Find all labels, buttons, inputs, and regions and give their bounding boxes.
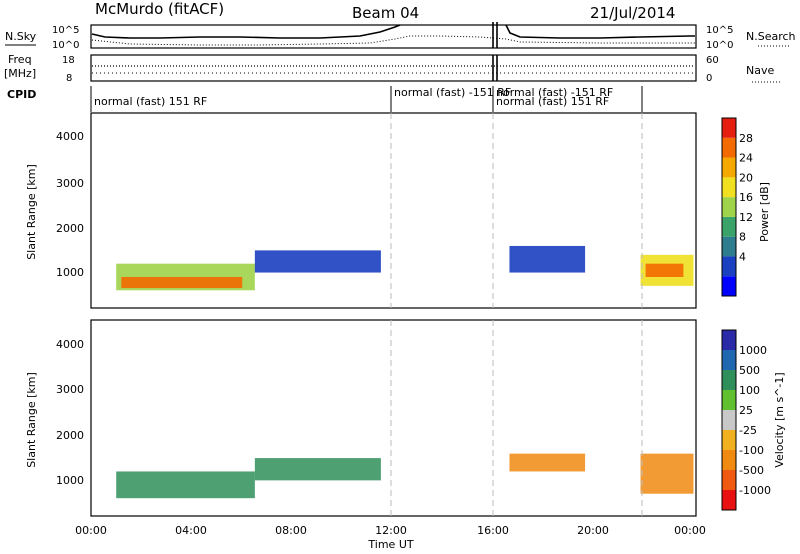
velocity-echoes	[116, 453, 694, 499]
xtick-8: 08:00	[275, 524, 307, 537]
cpid-label: CPID	[7, 88, 36, 101]
power-echo-region-3	[509, 245, 586, 273]
xtick-0: 00:00	[75, 524, 107, 537]
freq-left-tick-top: 18	[62, 55, 75, 66]
freq-left-label: Freq	[8, 53, 32, 66]
xtick-20: 20:00	[577, 524, 609, 537]
power-colorbar-tick-5: 8	[739, 231, 746, 244]
velocity-colorbar-label: Velocity [m s^-1]	[773, 372, 786, 467]
power-ytick-1000: 1000	[56, 266, 84, 279]
search-noise-line	[91, 35, 695, 46]
velocity-echo-region-1	[254, 458, 381, 481]
beam-title: Beam 04	[352, 4, 419, 22]
noise-frame	[90, 24, 697, 49]
noise-right-tick-bottom: 10^0	[706, 40, 733, 51]
power-echo-region-2	[254, 250, 381, 273]
velocity-colorbar-swatch-0	[722, 490, 736, 510]
xtick-12: 12:00	[375, 524, 407, 537]
noise-left-label: N.Sky	[5, 30, 37, 43]
power-colorbar-swatch-0	[722, 276, 736, 296]
velocity-echo-region-0	[116, 471, 255, 499]
freq-panel: Freq [MHz] 18 8 60 0 Nave	[4, 53, 780, 84]
power-colorbar-swatch-6	[722, 157, 736, 178]
cpid-segment-1: normal (fast) 151 RF	[94, 95, 207, 108]
power-colorbar-swatch-2	[722, 236, 736, 257]
station-title: McMurdo (fitACF)	[95, 0, 224, 18]
date-title: 21/Jul/2014	[590, 4, 675, 22]
power-colorbar-tick-4: 12	[739, 211, 753, 224]
power-echoes	[116, 245, 694, 291]
velocity-colorbar-tick-3: 25	[739, 404, 753, 417]
noise-right-label: N.Search	[746, 30, 796, 43]
power-ylabel: Slant Range [km]	[25, 164, 38, 260]
velocity-colorbar-tick-1: 500	[739, 364, 760, 377]
velocity-echo-region-2	[509, 453, 586, 472]
power-colorbar-tick-1: 24	[739, 152, 753, 165]
x-axis: 00:00 04:00 08:00 12:00 16:00 20:00 00:0…	[75, 524, 706, 551]
velocity-colorbar: 1000 500 100 25 -25 -100 -500 -1000	[721, 329, 771, 511]
xtick-24: 00:00	[674, 524, 706, 537]
velocity-colorbar-swatch-4	[722, 410, 736, 430]
power-colorbar-swatch-3	[722, 216, 736, 237]
cpid-segment-3: normal (fast) 151 RF	[496, 95, 609, 108]
velocity-colorbar-tick-5: -100	[739, 444, 764, 457]
velocity-colorbar-tick-6: -500	[739, 464, 764, 477]
velocity-echo-region-3	[640, 453, 694, 494]
sky-noise-line	[91, 24, 695, 39]
freq-right-tick-top: 60	[706, 55, 719, 66]
xtick-16: 16:00	[477, 524, 509, 537]
power-echo-region-1	[121, 276, 243, 289]
power-colorbar-swatch-8	[722, 118, 736, 138]
xtick-4: 04:00	[175, 524, 207, 537]
velocity-colorbar-swatch-5	[722, 390, 736, 410]
power-ytick-4000: 4000	[56, 130, 84, 143]
velocity-colorbar-swatch-8	[722, 330, 736, 350]
noise-right-tick-top: 10^5	[706, 25, 733, 36]
velocity-ytick-1000: 1000	[56, 474, 84, 487]
power-colorbar-swatch-1	[722, 256, 736, 277]
velocity-ytick-2000: 2000	[56, 429, 84, 442]
freq-right-tick-bottom: 0	[706, 73, 712, 84]
cpid-row: CPID normal (fast) 151 RF normal (fast) …	[7, 86, 643, 112]
power-colorbar-tick-0: 28	[739, 132, 753, 145]
power-colorbar-swatch-5	[722, 177, 736, 198]
velocity-colorbar-frame	[721, 329, 737, 511]
velocity-ytick-3000: 3000	[56, 383, 84, 396]
freq-left-unit: [MHz]	[4, 67, 36, 80]
power-colorbar-label: Power [dB]	[758, 182, 771, 242]
power-colorbar-tick-2: 20	[739, 171, 753, 184]
velocity-colorbar-swatch-6	[722, 370, 736, 390]
power-colorbar-swatch-4	[722, 197, 736, 217]
velocity-panel: 4000 3000 2000 1000 Slant Range [km] 100…	[25, 319, 786, 517]
velocity-colorbar-swatch-3	[722, 430, 736, 450]
freq-left-tick-bottom: 8	[66, 73, 72, 84]
power-colorbar-tick-6: 4	[739, 250, 746, 263]
power-colorbar-swatch-7	[722, 137, 736, 158]
velocity-colorbar-swatch-7	[722, 350, 736, 370]
power-colorbar: 28 24 20 16 12 8 4	[721, 117, 753, 297]
velocity-ylabel: Slant Range [km]	[25, 372, 38, 468]
power-panel: 4000 3000 2000 1000 Slant Range [km] 282…	[25, 112, 771, 309]
power-ytick-2000: 2000	[56, 222, 84, 235]
velocity-colorbar-tick-2: 100	[739, 384, 760, 397]
freq-right-label: Nave	[746, 64, 774, 77]
cpid-segment-4: normal (fast) -151 RF	[496, 86, 613, 99]
power-colorbar-tick-3: 16	[739, 191, 753, 204]
noise-left-tick-bottom: 10^0	[52, 40, 79, 51]
freq-frame	[90, 54, 697, 82]
velocity-colorbar-tick-4: -25	[739, 424, 757, 437]
x-axis-label: Time UT	[367, 538, 413, 551]
velocity-colorbar-tick-7: -1000	[739, 484, 771, 497]
power-colorbar-frame	[721, 117, 737, 297]
velocity-colorbar-swatch-2	[722, 450, 736, 470]
velocity-colorbar-tick-0: 1000	[739, 344, 767, 357]
power-echo-region-5	[645, 263, 684, 277]
noise-panel: N.Sky 10^5 10^0 10^5 10^0 N.Search	[5, 22, 796, 51]
velocity-colorbar-swatch-1	[722, 470, 736, 490]
velocity-ytick-4000: 4000	[56, 338, 84, 351]
noise-left-tick-top: 10^5	[52, 25, 79, 36]
cpid-segment-2: normal (fast) -151 RF	[394, 86, 511, 99]
power-ytick-3000: 3000	[56, 177, 84, 190]
